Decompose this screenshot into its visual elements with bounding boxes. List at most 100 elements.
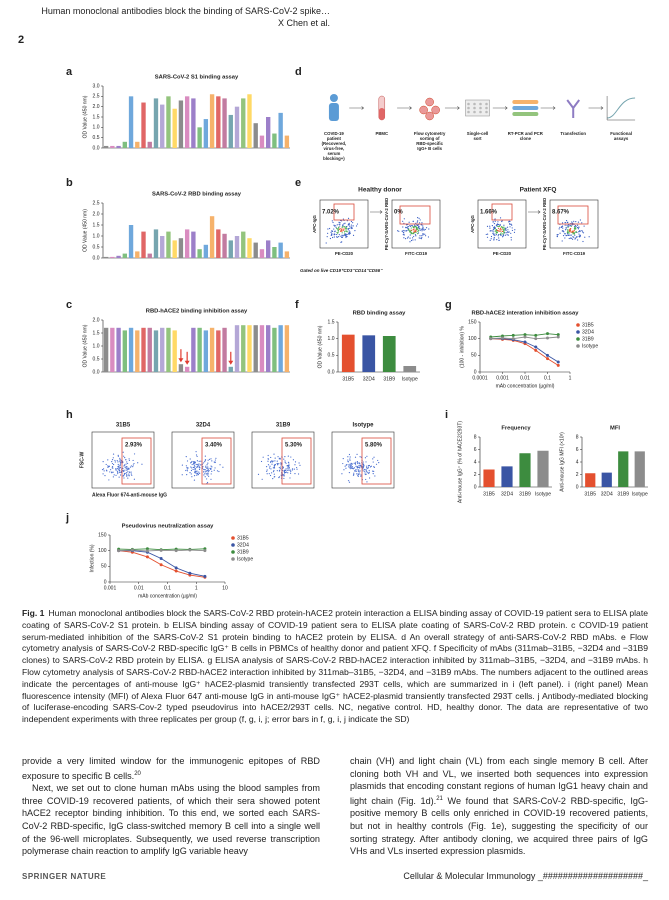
flow-dot (344, 222, 346, 224)
bar (266, 325, 271, 372)
flow-dot (357, 469, 359, 471)
flow-dot (194, 471, 196, 473)
bar (166, 327, 171, 372)
flow-dot (502, 233, 504, 235)
flow-dot (576, 224, 579, 226)
flow-dot (204, 476, 206, 478)
flow-dot (364, 457, 367, 459)
flow-dot (348, 233, 350, 235)
flow-dot (347, 228, 350, 230)
flow-dot (267, 454, 269, 457)
flow-dot (285, 469, 287, 472)
flow-dot (261, 478, 263, 480)
flow-dot (489, 239, 491, 241)
flow-dot (336, 236, 339, 238)
arrow-head (178, 358, 184, 363)
y-tick-label: 1.5 (328, 319, 335, 325)
flow-dot (350, 462, 352, 464)
point (188, 548, 192, 552)
flow-dot (503, 226, 505, 228)
flow-dot (366, 465, 368, 467)
bar (184, 96, 190, 148)
y-tick-label: 0.0 (93, 145, 100, 151)
flow-dot (486, 225, 489, 227)
flow-dot (336, 224, 338, 226)
flow-dot (344, 233, 346, 235)
body-column: chain (VH) and light chain (VL) from eac… (350, 755, 648, 858)
flow-dot (510, 236, 512, 239)
y-tick-label: 4 (474, 459, 477, 465)
flow-dot (571, 221, 573, 223)
legend-label: 31B9 (582, 336, 594, 342)
flow-dot (414, 225, 416, 227)
flow-dot (207, 469, 209, 472)
flow-dot (194, 461, 196, 464)
flow-dot (123, 455, 125, 457)
flow-dot (343, 223, 345, 225)
flow-dot (506, 232, 508, 234)
x-axis-label: Alexa Fluor 674-anti-mouse IgG (92, 492, 167, 498)
bar (197, 127, 202, 148)
flow-dot (564, 221, 566, 224)
flow-dot (268, 467, 271, 469)
flow-dot (185, 456, 187, 458)
flow-dot (129, 471, 131, 473)
flow-dot (404, 230, 406, 232)
flow-dot (579, 235, 581, 237)
flow-dot (415, 230, 417, 232)
flow-dot (570, 231, 572, 234)
flow-dot (566, 224, 568, 226)
flow-dot (574, 226, 576, 228)
flow-dot (411, 233, 413, 235)
flow-dot (418, 237, 420, 239)
bar (110, 327, 115, 372)
flow-dot (337, 232, 339, 234)
flow-dot (508, 231, 510, 233)
flow-dot (343, 226, 345, 228)
flow-dot (112, 453, 115, 455)
bar (209, 327, 215, 372)
arrow (528, 210, 541, 214)
flow-dot (127, 471, 129, 473)
flow-dot (262, 456, 264, 458)
flow-dot (406, 227, 408, 229)
flow-dot (101, 468, 104, 471)
flow-dot (287, 472, 289, 474)
y-tick-label: 2 (474, 472, 477, 478)
flow-dot (503, 231, 505, 233)
flow-dot (574, 238, 576, 240)
flow-dot (196, 470, 198, 472)
panel-title: SARS-CoV-2 S1 binding assay (155, 75, 239, 81)
bar (216, 96, 221, 148)
flow-dot (186, 468, 188, 470)
arrow (540, 106, 556, 110)
flow-dot (416, 233, 419, 235)
flow-dot (111, 467, 113, 469)
flow-dot (348, 222, 350, 224)
bar (253, 242, 258, 258)
bar (160, 236, 165, 258)
step-label: PBMC (375, 131, 388, 136)
flow-dot (579, 219, 582, 221)
flow-dot (125, 466, 127, 468)
flow-dot (428, 228, 430, 230)
bar (228, 240, 233, 258)
flow-dot (508, 221, 510, 223)
flow-dot (122, 451, 124, 453)
flow-dot (569, 230, 572, 232)
flow-dot (506, 234, 508, 236)
point (159, 563, 163, 567)
flow-dot (291, 469, 293, 471)
flow-dot (287, 464, 289, 467)
flow-dot (119, 463, 121, 465)
flow-dot (128, 459, 130, 462)
flow-dot (265, 466, 268, 468)
flow-dot (336, 227, 338, 230)
flow-dot (356, 461, 358, 463)
flow-dot (372, 473, 374, 475)
flow-dot (294, 473, 296, 475)
flow-dot (420, 237, 423, 240)
flow-dot (403, 232, 405, 234)
flow-dot (501, 229, 503, 231)
flow-dot (339, 223, 341, 225)
